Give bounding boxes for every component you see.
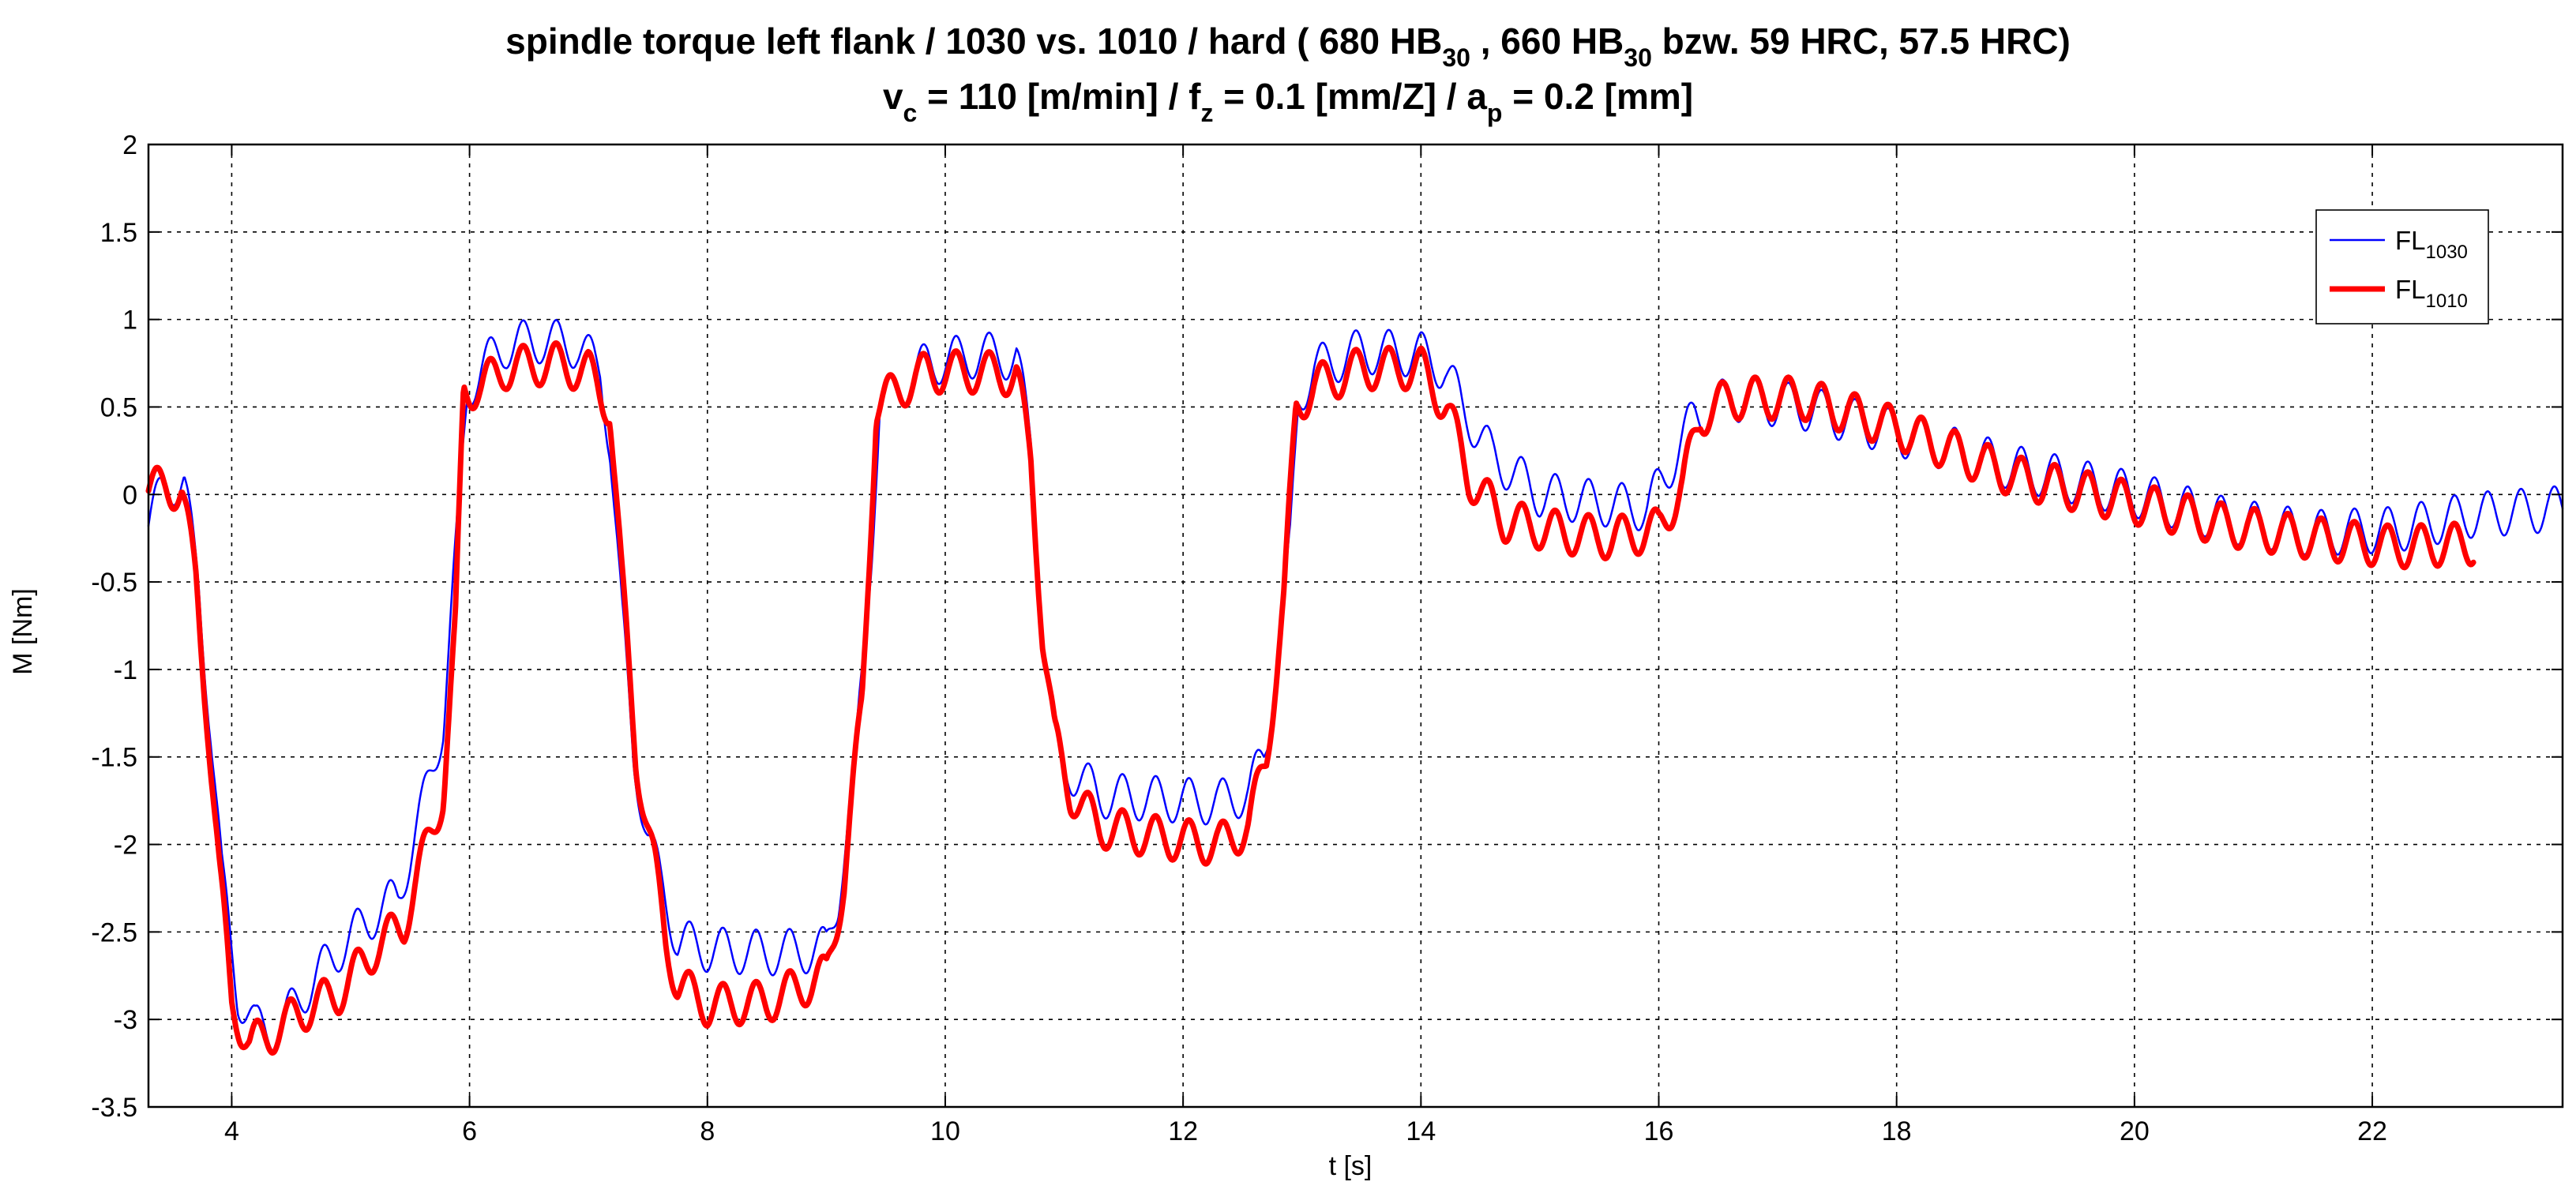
legend-box (2315, 209, 2489, 325)
y-tick-label: -2 (114, 831, 137, 861)
y-tick-label: -3 (114, 1005, 137, 1035)
x-tick-label: 12 (1168, 1116, 1198, 1146)
x-tick-label: 18 (1882, 1116, 1912, 1146)
x-tick-label: 10 (930, 1116, 960, 1146)
series-lines (145, 319, 2564, 1056)
chart-title-line1: spindle torque left flank / 1030 vs. 101… (505, 21, 2071, 72)
x-tick-label: 14 (1406, 1116, 1436, 1146)
y-tick-label: 2 (122, 130, 137, 160)
y-tick-label: 0.5 (100, 392, 137, 422)
y-tick-label: 0 (122, 480, 137, 510)
y-tick-label: -0.5 (91, 568, 137, 598)
x-axis-label: t [s] (1329, 1151, 1372, 1181)
y-tick-label: -1.5 (91, 743, 137, 773)
x-tick-label: 20 (2120, 1116, 2150, 1146)
x-tick-label: 22 (2357, 1116, 2387, 1146)
x-tick-label: 16 (1644, 1116, 1674, 1146)
y-tick-label: -1 (114, 655, 137, 685)
plot-area-frame (147, 143, 2564, 1109)
x-tick-label: 6 (462, 1116, 477, 1146)
y-tick-label: 1 (122, 306, 137, 336)
chart-title-line2: vc = 110 [m/min] / fz = 0.1 [mm/Z] / ap … (883, 76, 1693, 127)
axis-ticks: 4 6 8 10 12 14 16 18 20 2221.510.50-0.5-1-1.5-2-2… (91, 130, 2563, 1146)
y-tick-label: -2.5 (91, 917, 137, 947)
series-line-fl1010 (145, 340, 2476, 1056)
y-axis-label: M [Nm] (8, 588, 38, 675)
grid-lines (148, 144, 2563, 1107)
y-tick-label: -3.5 (91, 1093, 137, 1123)
x-tick-label: 4 (224, 1116, 239, 1146)
y-tick-label: 1.5 (100, 218, 137, 248)
legend: FL1030 FL1010 (2315, 209, 2489, 325)
legend-label-fl1010: FL1010 (2395, 275, 2468, 312)
x-tick-label: 8 (700, 1116, 715, 1146)
legend-label-fl1030: FL1030 (2395, 226, 2468, 263)
